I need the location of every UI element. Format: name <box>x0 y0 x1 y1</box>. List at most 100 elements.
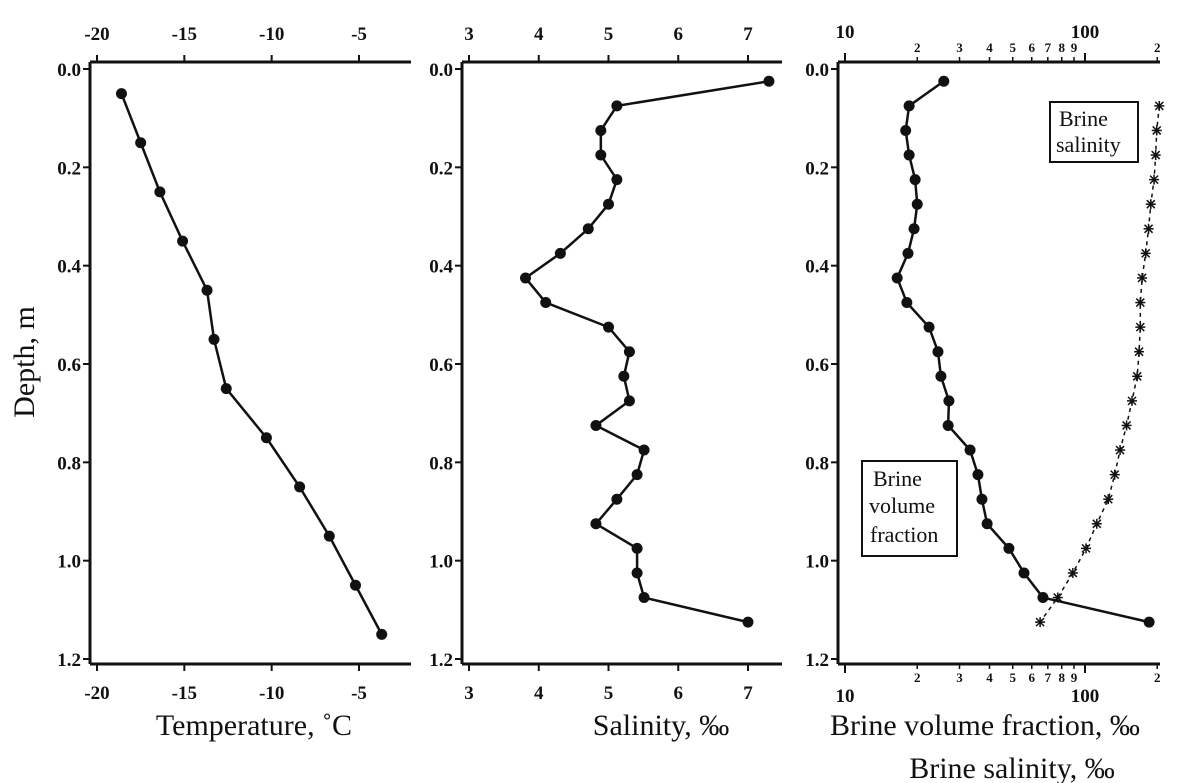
data-point <box>294 481 306 493</box>
data-point <box>1018 567 1030 579</box>
top-x-tick-label: 100 <box>1071 22 1100 43</box>
data-point <box>376 628 388 640</box>
star-stroke <box>1146 199 1156 209</box>
bottom-x-minor-tick-label: 6 <box>1029 670 1036 685</box>
star-stroke <box>1149 175 1159 185</box>
bottom-x-tick-label: -10 <box>259 683 284 704</box>
x-axis-title-brine-salinity: Brine salinity, ‰ <box>909 752 1115 783</box>
y-tick-label: 0.4 <box>57 257 81 278</box>
bottom-x-minor-tick-label: 8 <box>1058 670 1065 685</box>
data-point <box>901 297 913 309</box>
top-x-tick-label: 7 <box>743 24 753 45</box>
data-point <box>154 186 166 198</box>
star-stroke <box>1132 371 1142 381</box>
data-point <box>208 333 220 345</box>
data-point <box>115 88 127 100</box>
data-point <box>972 469 984 481</box>
y-tick-label: 0.6 <box>57 355 81 376</box>
data-point <box>923 321 935 333</box>
data-point-star <box>1145 199 1156 210</box>
top-x-minor-tick-label: 3 <box>956 40 963 55</box>
star-stroke <box>1134 347 1144 357</box>
top-x-tick-label: 10 <box>836 22 855 43</box>
legend-line: Brine <box>1059 106 1108 131</box>
bottom-x-tick-label: 100 <box>1071 686 1100 707</box>
data-point-star <box>1115 445 1126 456</box>
data-point <box>631 469 643 481</box>
data-point-star <box>1135 322 1146 333</box>
star-stroke <box>1127 396 1137 406</box>
top-x-minor-tick-label: 7 <box>1045 40 1052 55</box>
data-point-star <box>1154 100 1165 111</box>
star-stroke <box>1154 101 1164 111</box>
data-point <box>611 100 623 112</box>
bottom-x-minor-tick-label: 3 <box>956 670 963 685</box>
y-tick-label: 1.2 <box>429 650 453 671</box>
top-x-minor-tick-label: 2 <box>914 40 921 55</box>
star-stroke <box>1152 125 1162 135</box>
star-stroke <box>1144 224 1154 234</box>
data-point <box>903 100 915 112</box>
data-point-star <box>1091 518 1102 529</box>
series-line-1 <box>1039 105 1161 623</box>
x-axis-title-brine-volume: Brine volume fraction, ‰ <box>830 709 1140 742</box>
star-stroke <box>1081 543 1091 553</box>
y-tick-label: 1.0 <box>57 552 81 573</box>
star-stroke <box>1137 273 1147 283</box>
data-point-star <box>1127 395 1138 406</box>
data-point <box>201 284 213 296</box>
bottom-x-minor-tick-label: 9 <box>1071 670 1078 685</box>
y-tick-label: 0.4 <box>429 257 453 278</box>
y-tick-label: 0.2 <box>429 158 453 179</box>
data-point <box>1143 616 1155 628</box>
data-point <box>911 198 923 210</box>
bottom-x-tick-label: 4 <box>534 683 544 704</box>
data-point <box>595 124 607 136</box>
bottom-x-minor-tick-label: 4 <box>986 670 993 685</box>
star-stroke <box>1068 568 1078 578</box>
top-x-tick-label: -20 <box>84 24 109 45</box>
data-point <box>981 518 993 530</box>
data-point-star <box>1052 592 1063 603</box>
star-stroke <box>1141 248 1151 258</box>
bottom-x-tick-label: 5 <box>604 683 614 704</box>
data-point <box>519 272 531 284</box>
legend-brine-salinity: Brine salinity <box>1049 101 1139 163</box>
star-stroke <box>1110 470 1120 480</box>
y-axis-title: Depth, m <box>8 306 41 418</box>
data-point <box>763 75 775 87</box>
y-tick-label: 0.6 <box>429 355 453 376</box>
bottom-x-tick-label: -5 <box>351 683 367 704</box>
data-point-star <box>1081 543 1092 554</box>
top-x-minor-tick-label: 5 <box>1010 40 1017 55</box>
data-point <box>260 432 272 444</box>
top-x-minor-tick-label: 2 <box>1154 40 1161 55</box>
y-tick-label: 0.2 <box>57 158 81 179</box>
data-point <box>935 370 947 382</box>
star-stroke <box>1122 420 1132 430</box>
data-point-star <box>1109 469 1120 480</box>
star-stroke <box>1151 150 1161 160</box>
bottom-x-tick-label: 10 <box>836 686 855 707</box>
bottom-x-minor-tick-label: 5 <box>1010 670 1017 685</box>
x-axis-title-temperature: Temperature, ˚C <box>156 709 352 742</box>
data-point <box>900 124 912 136</box>
data-point-star <box>1132 371 1143 382</box>
data-point-star <box>1121 420 1132 431</box>
data-point-star <box>1067 567 1078 578</box>
y-tick-label: 0.8 <box>429 453 453 474</box>
y-tick-label: 0.0 <box>57 60 81 81</box>
data-point <box>942 419 954 431</box>
star-stroke <box>1135 298 1145 308</box>
data-point <box>603 321 614 333</box>
data-point <box>623 395 635 407</box>
y-tick-label: 0.8 <box>805 453 829 474</box>
data-point <box>909 174 921 186</box>
data-point <box>177 235 189 247</box>
bottom-x-minor-tick-label: 2 <box>1154 670 1161 685</box>
legend-line: fraction <box>870 522 938 547</box>
data-point-star <box>1035 617 1046 628</box>
star-stroke <box>1053 593 1063 603</box>
data-point <box>638 592 650 604</box>
data-point-star <box>1103 494 1114 505</box>
